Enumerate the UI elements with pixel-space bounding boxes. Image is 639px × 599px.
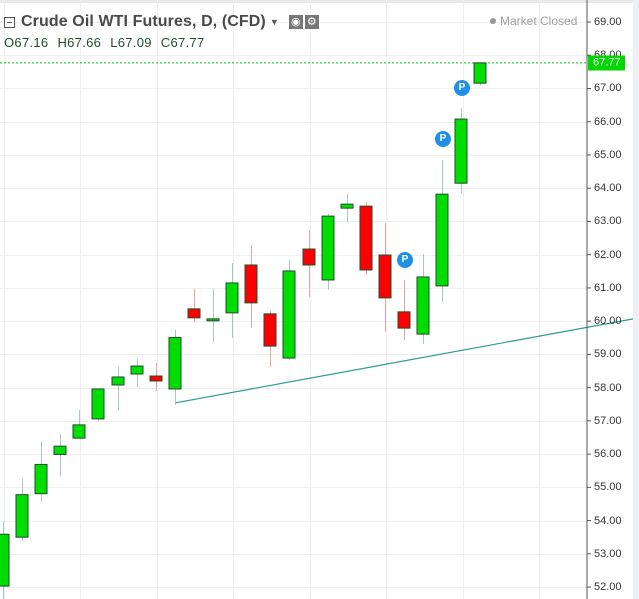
- price-axis-label: 60.00: [594, 315, 622, 328]
- candle: [15, 479, 29, 541]
- candle: [168, 329, 182, 405]
- candle: [53, 434, 67, 477]
- candle: [302, 230, 316, 297]
- candlestick-series: [0, 62, 487, 599]
- price-axis-label: 65.00: [594, 148, 622, 161]
- market-status-text: Market Closed: [500, 14, 578, 28]
- p-marker-icon[interactable]: P: [397, 252, 413, 268]
- price-axis-label: 69.00: [594, 16, 622, 28]
- price-axis-label: 59.00: [594, 348, 622, 361]
- candle: [206, 288, 220, 343]
- gear-icon[interactable]: ⚙: [304, 15, 319, 29]
- eye-icon[interactable]: ◉: [288, 15, 303, 29]
- candle: [244, 245, 258, 329]
- price-axis-ticks: [587, 21, 591, 588]
- candle: [187, 288, 201, 323]
- candle: [225, 262, 239, 339]
- trendline[interactable]: [174, 317, 639, 404]
- last-price-tag: 67.77: [588, 55, 625, 71]
- candle: [397, 279, 411, 341]
- high-value: H67.66: [57, 35, 102, 50]
- price-axis-label: 57.00: [594, 414, 622, 427]
- candle: [130, 359, 144, 387]
- candle: [473, 62, 487, 86]
- price-axis-label: 52.00: [594, 581, 622, 594]
- close-value: C67.77: [160, 35, 205, 50]
- price-axis-label: 61.00: [594, 281, 622, 294]
- status-dot-icon: [490, 18, 496, 24]
- candle: [454, 108, 468, 194]
- candle: [282, 259, 296, 361]
- price-axis-label: 56.00: [594, 448, 622, 461]
- collapse-icon[interactable]: [4, 16, 15, 28]
- price-axis-label: 53.00: [594, 547, 622, 560]
- candle: [34, 441, 48, 502]
- candle: [416, 254, 430, 345]
- candle: [359, 202, 373, 275]
- candle: [149, 363, 163, 391]
- candle: [340, 194, 354, 223]
- price-axis-label: 63.00: [594, 215, 622, 228]
- scrollbar-track[interactable]: [633, 0, 639, 599]
- candle: [0, 521, 10, 599]
- candle: [378, 223, 392, 332]
- price-axis-label: 55.00: [594, 481, 622, 494]
- ohlc-values: O67.16 H67.66 L67.09 C67.77: [4, 35, 321, 50]
- candle: [263, 310, 277, 368]
- chart-legend: Crude Oil WTI Futures, D, (CFD) ▼ ◉ ⚙ O6…: [4, 12, 321, 50]
- symbol-title[interactable]: Crude Oil WTI Futures, D, (CFD): [21, 13, 266, 30]
- candle: [435, 159, 449, 302]
- open-value: O67.16: [4, 35, 49, 50]
- candle: [91, 388, 105, 422]
- candle: [111, 367, 125, 411]
- p-marker-icon[interactable]: P: [454, 80, 470, 96]
- price-axis-label: 66.00: [594, 115, 622, 128]
- price-axis-label: 62.00: [594, 248, 622, 261]
- price-axis-label: 54.00: [594, 514, 622, 527]
- market-status: Market Closed: [490, 14, 577, 28]
- p-marker-icon[interactable]: P: [435, 131, 451, 147]
- top-border: [0, 0, 639, 3]
- price-axis-label: 64.00: [594, 182, 622, 195]
- candle: [72, 409, 86, 439]
- price-axis-label: 58.00: [594, 381, 622, 394]
- candle: [321, 214, 335, 290]
- low-value: L67.09: [110, 35, 152, 50]
- caret-down-icon[interactable]: ▼: [269, 17, 279, 27]
- price-axis-label: 67.00: [594, 82, 622, 95]
